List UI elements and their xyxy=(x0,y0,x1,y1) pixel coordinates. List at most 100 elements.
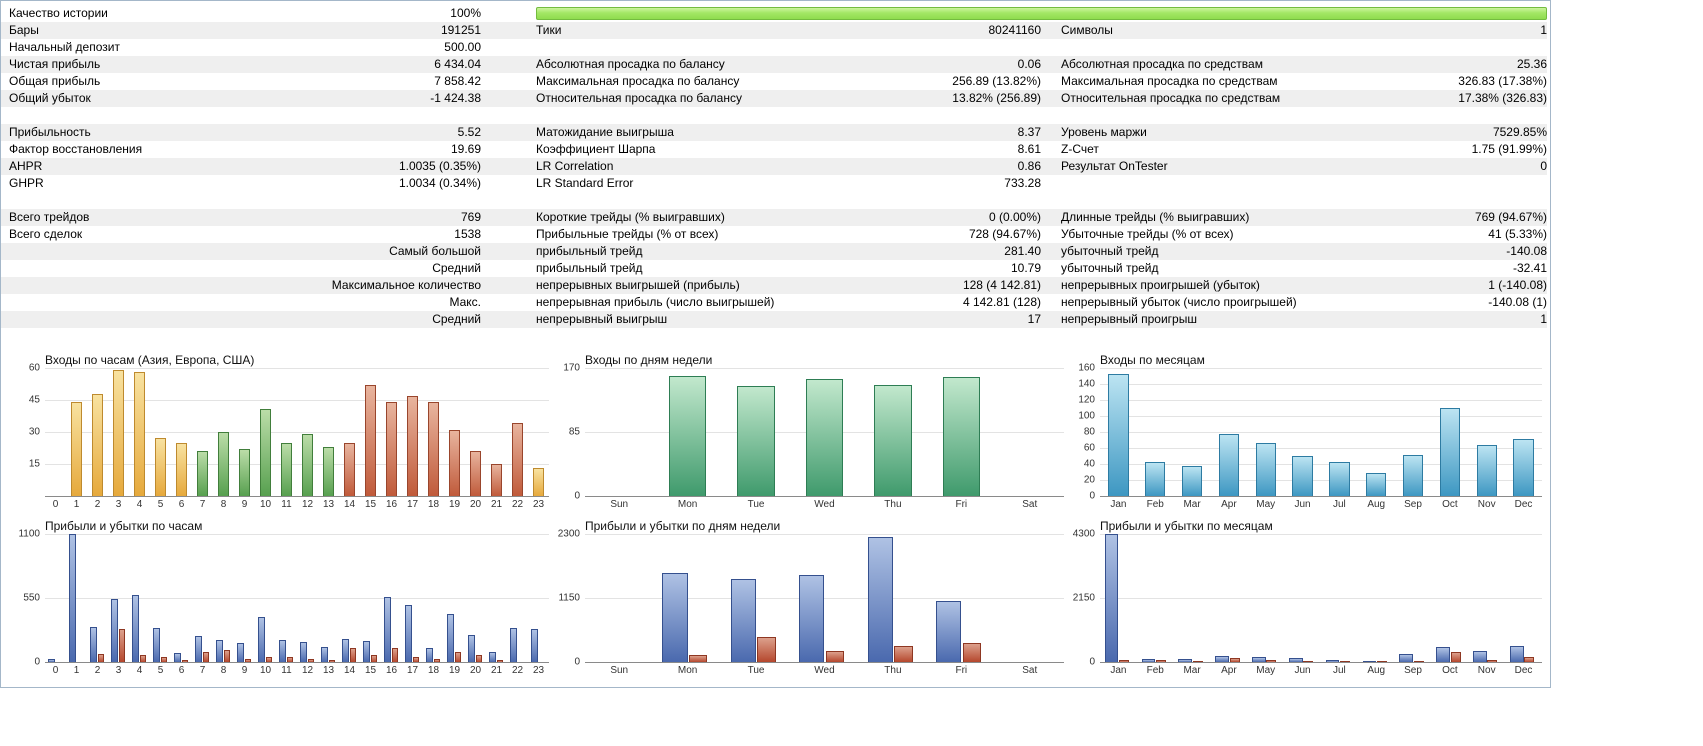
stat-cell: LR Correlation 0.86 xyxy=(481,158,1041,175)
y-axis: 1100 550 0 xyxy=(9,529,45,668)
x-tick-label: Feb xyxy=(1146,498,1164,510)
x-tick-label: Mon xyxy=(677,664,698,676)
bar xyxy=(1145,462,1166,496)
y-tick-label: 15 xyxy=(28,458,40,470)
chart-title: Прибыли и убытки по дням недели xyxy=(585,519,781,533)
profit-bar xyxy=(1473,651,1487,662)
x-axis: Jan Feb Mar Apr May Jun Jul Aug Sep Oct Nov Dec xyxy=(1100,497,1542,511)
stats-row: Общий убыток -1 424.38 Относительная проса… xyxy=(1,90,1547,107)
loss-bar xyxy=(1192,661,1203,662)
x-tick-label: 1 xyxy=(73,664,80,676)
x-tick-label: 4 xyxy=(136,498,143,510)
profit-bar xyxy=(446,614,455,662)
stat-value: Средний xyxy=(432,261,481,275)
stat-value: 128 (4 142.81) xyxy=(962,278,1041,292)
stat-label: Матожидание выигрыша xyxy=(536,125,674,139)
profit-bar xyxy=(1215,656,1229,662)
bar xyxy=(154,438,167,496)
bar xyxy=(364,385,377,496)
stat-cell: Результат OnTester 0 xyxy=(1041,158,1547,175)
stat-value: 17.38% (326.83) xyxy=(1458,91,1547,105)
bar xyxy=(175,442,188,496)
x-tick-label: 17 xyxy=(406,664,419,676)
profit-bar xyxy=(509,628,518,662)
plot-area xyxy=(1100,534,1542,663)
loss-bar xyxy=(370,655,377,662)
stats-row: Начальный депозит 500.00 xyxy=(1,39,1547,56)
bar xyxy=(737,386,775,496)
x-tick-label: 16 xyxy=(385,498,398,510)
stat-value: 1 xyxy=(1540,23,1547,37)
stat-value: 1 xyxy=(1540,312,1547,326)
stat-cell: Прибыльность 5.52 xyxy=(1,124,481,141)
stat-label: Всего трейдов xyxy=(9,210,90,224)
y-tick-label: 170 xyxy=(563,362,580,374)
profit-bar xyxy=(1362,660,1377,662)
stat-cell: Тики 80241160 xyxy=(481,22,1041,39)
stat-value: 13.82% (256.89) xyxy=(952,91,1041,105)
stat-value: 1.0034 (0.34%) xyxy=(398,176,481,190)
stat-value: 10.79 xyxy=(1010,261,1041,275)
bar xyxy=(301,434,314,496)
loss-bar xyxy=(349,648,356,662)
y-tick-label: 0 xyxy=(34,656,40,668)
gridline xyxy=(1100,416,1542,417)
stats-section: Качество истории 100% Бары 191251 Тики 802411… xyxy=(1,5,1550,107)
x-tick-label: Aug xyxy=(1367,664,1386,676)
x-axis: Sun Mon Tue Wed Thu Fri Sat xyxy=(585,663,1064,677)
x-tick-label: Aug xyxy=(1367,498,1386,510)
gridline xyxy=(1100,432,1542,433)
profit-bar xyxy=(341,638,350,662)
stats-row: Средний прибыльный трейд 10.79 убыточный тр… xyxy=(1,260,1547,277)
stat-label: Бары xyxy=(9,23,39,37)
x-tick-label: Mon xyxy=(677,498,698,510)
stat-value: 500.00 xyxy=(444,40,481,54)
stat-label: Максимальная просадка по средствам xyxy=(1061,74,1278,88)
y-axis: 2300 1150 0 xyxy=(549,529,585,668)
x-tick-label: 10 xyxy=(259,664,272,676)
stat-cell: Уровень маржи 7529.85% xyxy=(1041,124,1547,141)
bar xyxy=(91,393,104,496)
bar xyxy=(942,377,981,496)
bar xyxy=(1476,444,1497,496)
x-axis: Sun Mon Tue Wed Thu Fri Sat xyxy=(585,497,1064,511)
stat-label: Начальный депозит xyxy=(9,40,120,54)
stats-row: Бары 191251 Тики 80241160 Символы 1 xyxy=(1,22,1547,39)
loss-bar xyxy=(962,642,982,662)
chart-title: Входы по дням недели xyxy=(585,353,713,367)
x-tick-label: Sun xyxy=(610,664,629,676)
y-tick-label: 45 xyxy=(28,394,40,406)
stat-label: AHPR xyxy=(9,159,43,173)
x-tick-label: Jun xyxy=(1294,664,1311,676)
x-tick-label: Jun xyxy=(1294,498,1311,510)
profit-bar xyxy=(110,599,119,662)
x-tick-label: 0 xyxy=(52,664,59,676)
x-tick-label: Tue xyxy=(747,498,765,510)
x-tick-label: Mar xyxy=(1183,664,1201,676)
bar xyxy=(133,372,146,496)
stat-label: Убыточные трейды (% от всех) xyxy=(1061,227,1234,241)
loss-bar xyxy=(118,629,125,662)
chart-title: Входы по часам (Азия, Европа, США) xyxy=(45,353,255,367)
loss-bar xyxy=(265,656,272,662)
x-tick-label: 13 xyxy=(322,498,335,510)
x-axis: 0 1 2 3 4 5 6 7 8 9 10 11 12 13 14 15 16 17 18 19 20 21 22 23 xyxy=(45,497,549,511)
stat-label: Z-Счет xyxy=(1061,142,1099,156)
y-tick-label: 2300 xyxy=(557,528,580,540)
bar xyxy=(406,395,419,496)
stat-label: непрерывный выигрыш xyxy=(536,312,668,326)
stat-value: 728 (94.67%) xyxy=(968,227,1041,241)
stat-value: 8.61 xyxy=(1017,142,1041,156)
stat-value: 80241160 xyxy=(988,23,1042,37)
profit-bar xyxy=(320,646,329,662)
loss-bar xyxy=(454,651,461,662)
bar xyxy=(259,408,272,496)
gridline xyxy=(585,534,1064,535)
gridline xyxy=(1100,400,1542,401)
x-tick-label: 14 xyxy=(343,498,356,510)
stats-row: Самый большой прибыльный трейд 281.40 убыто… xyxy=(1,243,1547,260)
profit-bar xyxy=(730,578,757,662)
loss-bar xyxy=(1303,660,1314,662)
profit-bar xyxy=(530,628,539,662)
x-tick-label: Fri xyxy=(955,498,968,510)
